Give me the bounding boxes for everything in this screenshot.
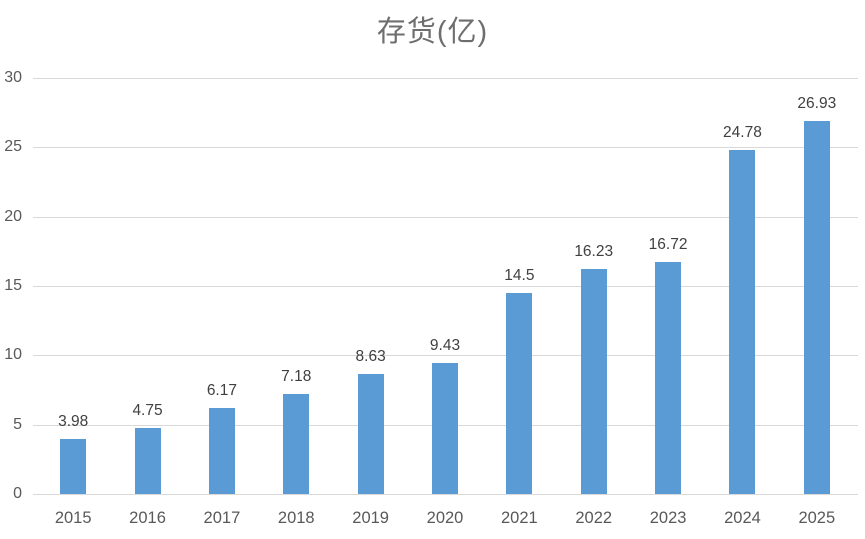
x-axis-tick-label: 2020 <box>426 509 464 527</box>
bar <box>729 150 756 494</box>
bar-value-label: 3.98 <box>58 412 89 430</box>
gridline <box>33 78 858 79</box>
x-axis-tick-label: 2025 <box>798 509 836 527</box>
x-axis-tick-label: 2024 <box>724 509 761 527</box>
bar <box>580 268 607 494</box>
bar <box>506 292 533 494</box>
bar-value-label: 4.75 <box>132 402 163 420</box>
gridline <box>33 217 858 218</box>
y-axis-tick-label: 5 <box>13 416 22 433</box>
bar-value-label: 8.63 <box>355 348 386 366</box>
bar <box>803 120 830 494</box>
y-axis-tick-label: 30 <box>4 69 22 86</box>
bar <box>283 394 310 494</box>
x-axis-line <box>33 494 858 495</box>
gridline <box>33 147 858 148</box>
bar-value-label: 14.5 <box>504 266 535 284</box>
y-axis-tick-label: 10 <box>4 346 22 363</box>
bar-value-label: 7.18 <box>281 368 312 386</box>
x-axis-tick-label: 2022 <box>575 509 613 527</box>
y-axis-tick-label: 20 <box>4 208 22 225</box>
bar <box>432 363 458 494</box>
x-axis-tick-label: 2021 <box>501 509 538 527</box>
y-axis-tick-label: 25 <box>4 138 22 155</box>
y-axis-tick-label: 0 <box>13 485 22 502</box>
x-axis-tick-label: 2019 <box>352 509 389 527</box>
gridline <box>33 286 858 287</box>
x-axis-tick-label: 2015 <box>54 509 92 527</box>
bar-value-label: 6.17 <box>206 382 237 400</box>
bar <box>655 262 682 494</box>
y-axis-tick-label: 15 <box>4 277 22 294</box>
bar <box>134 428 161 494</box>
x-axis-tick-label: 2017 <box>203 509 241 527</box>
x-axis-tick-label: 2018 <box>277 509 315 527</box>
bar <box>208 408 235 494</box>
bar-value-label: 16.72 <box>648 236 688 254</box>
bar-value-label: 9.43 <box>429 337 461 355</box>
bar-value-label: 24.78 <box>723 124 762 142</box>
bar <box>60 438 87 494</box>
x-axis-tick-label: 2016 <box>129 509 166 527</box>
bar-value-label: 16.23 <box>574 242 614 260</box>
x-axis-tick-label: 2023 <box>649 509 687 527</box>
chart-title: 存货(亿) <box>376 16 489 48</box>
bar <box>357 374 384 494</box>
gridline <box>33 355 858 356</box>
bar-value-label: 26.93 <box>797 94 837 112</box>
